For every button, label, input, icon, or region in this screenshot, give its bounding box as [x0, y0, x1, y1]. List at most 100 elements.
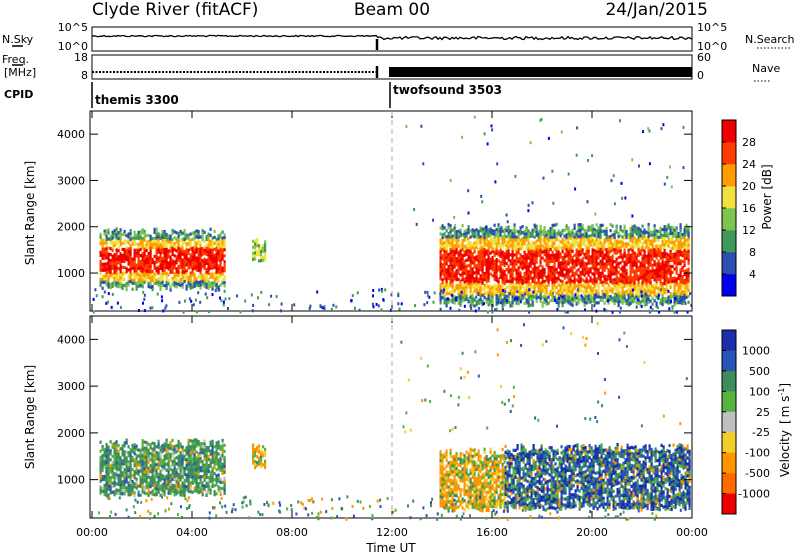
echo-cell	[99, 473, 102, 477]
echo-cell	[489, 239, 492, 243]
echo-cell	[179, 442, 182, 446]
echo-cell	[605, 281, 608, 285]
echo-cell	[525, 286, 528, 290]
echo-cell	[157, 280, 160, 284]
echo-cell	[645, 302, 648, 306]
echo-cell	[187, 459, 190, 463]
echo-cell	[199, 274, 202, 278]
echo-cell	[474, 309, 477, 313]
echo-cell	[487, 264, 490, 268]
echo-cell	[453, 238, 456, 242]
echo-cell	[641, 245, 644, 249]
echo-cell	[635, 226, 638, 230]
echo-cell	[143, 476, 146, 480]
echo-cell	[585, 244, 588, 248]
echo-cell	[485, 270, 488, 274]
echo-cell	[469, 283, 472, 287]
echo-cell	[487, 246, 490, 250]
echo-cell	[539, 297, 542, 301]
echo-cell	[519, 259, 522, 263]
echo-cell	[559, 252, 562, 256]
echo-cell	[549, 290, 552, 294]
echo-cell	[179, 277, 182, 281]
echo-cell	[567, 271, 570, 275]
echo-cell	[187, 284, 190, 288]
echo-cell	[157, 478, 160, 482]
echo-cell	[629, 274, 632, 278]
echo-cell	[657, 271, 660, 275]
echo-cell	[561, 241, 564, 245]
echo-cell	[189, 241, 192, 245]
echo-cell	[133, 470, 136, 474]
echo-cell	[123, 232, 126, 237]
echo-cell	[621, 238, 624, 242]
echo-cell	[219, 244, 222, 248]
echo-cell	[215, 240, 218, 244]
echo-cell	[489, 266, 492, 270]
echo-cell	[549, 257, 552, 261]
echo-cell	[115, 248, 118, 252]
echo-cell	[201, 253, 204, 257]
echo-cell	[107, 475, 110, 479]
echo-cell	[189, 247, 192, 251]
echo-cell	[641, 275, 644, 279]
echo-cell	[99, 488, 102, 492]
echo-cell	[475, 288, 478, 292]
echo-cell	[507, 228, 510, 232]
echo-cell	[169, 258, 172, 262]
echo-cell	[157, 265, 160, 269]
echo-cell	[501, 250, 504, 254]
echo-cell	[187, 480, 190, 484]
echo-cell	[449, 290, 452, 294]
echo-cell	[219, 453, 222, 457]
echo-cell	[547, 232, 550, 236]
echo-cell	[559, 297, 562, 301]
echo-cell	[121, 277, 124, 281]
echo-cell	[575, 242, 578, 246]
echo-cell	[443, 283, 446, 287]
echo-cell	[683, 236, 686, 241]
echo-cell	[209, 242, 212, 246]
echo-cell	[525, 280, 528, 284]
echo-cell	[666, 175, 669, 179]
echo-cell	[187, 456, 190, 460]
echo-cell	[529, 249, 532, 253]
echo-cell	[661, 252, 664, 256]
echo-cell	[107, 481, 110, 485]
echo-cell	[195, 441, 198, 445]
echo-cell	[597, 229, 600, 233]
echo-cell	[591, 236, 594, 240]
freq-tick-top: 18	[74, 51, 88, 64]
echo-cell	[143, 268, 146, 272]
echo-cell	[619, 249, 622, 253]
echo-cell	[669, 297, 672, 302]
echo-cell	[193, 465, 196, 469]
echo-cell	[207, 485, 210, 489]
echo-cell	[151, 489, 154, 493]
echo-cell	[519, 289, 522, 293]
echo-cell	[177, 270, 180, 274]
echo-cell	[547, 235, 550, 239]
echo-cell	[561, 289, 564, 293]
echo-cell	[603, 289, 606, 293]
echo-cell	[641, 230, 644, 234]
echo-cell	[197, 291, 200, 295]
echo-cell	[127, 253, 130, 257]
echo-cell	[113, 262, 116, 266]
echo-cell	[142, 290, 145, 294]
echo-cell	[215, 270, 218, 274]
echo-cell	[589, 298, 592, 302]
echo-cell	[165, 274, 168, 279]
echo-cell	[477, 298, 480, 302]
echo-cell	[206, 296, 209, 300]
echo-cell	[649, 293, 652, 297]
echo-cell	[627, 275, 630, 279]
echo-cell	[503, 252, 506, 256]
echo-cell	[113, 484, 116, 488]
echo-cell	[501, 256, 504, 260]
echo-cell	[681, 260, 684, 264]
echo-cell	[557, 292, 560, 296]
echo-cell	[115, 488, 118, 492]
echo-cell	[547, 274, 550, 278]
echo-cell	[161, 459, 164, 463]
